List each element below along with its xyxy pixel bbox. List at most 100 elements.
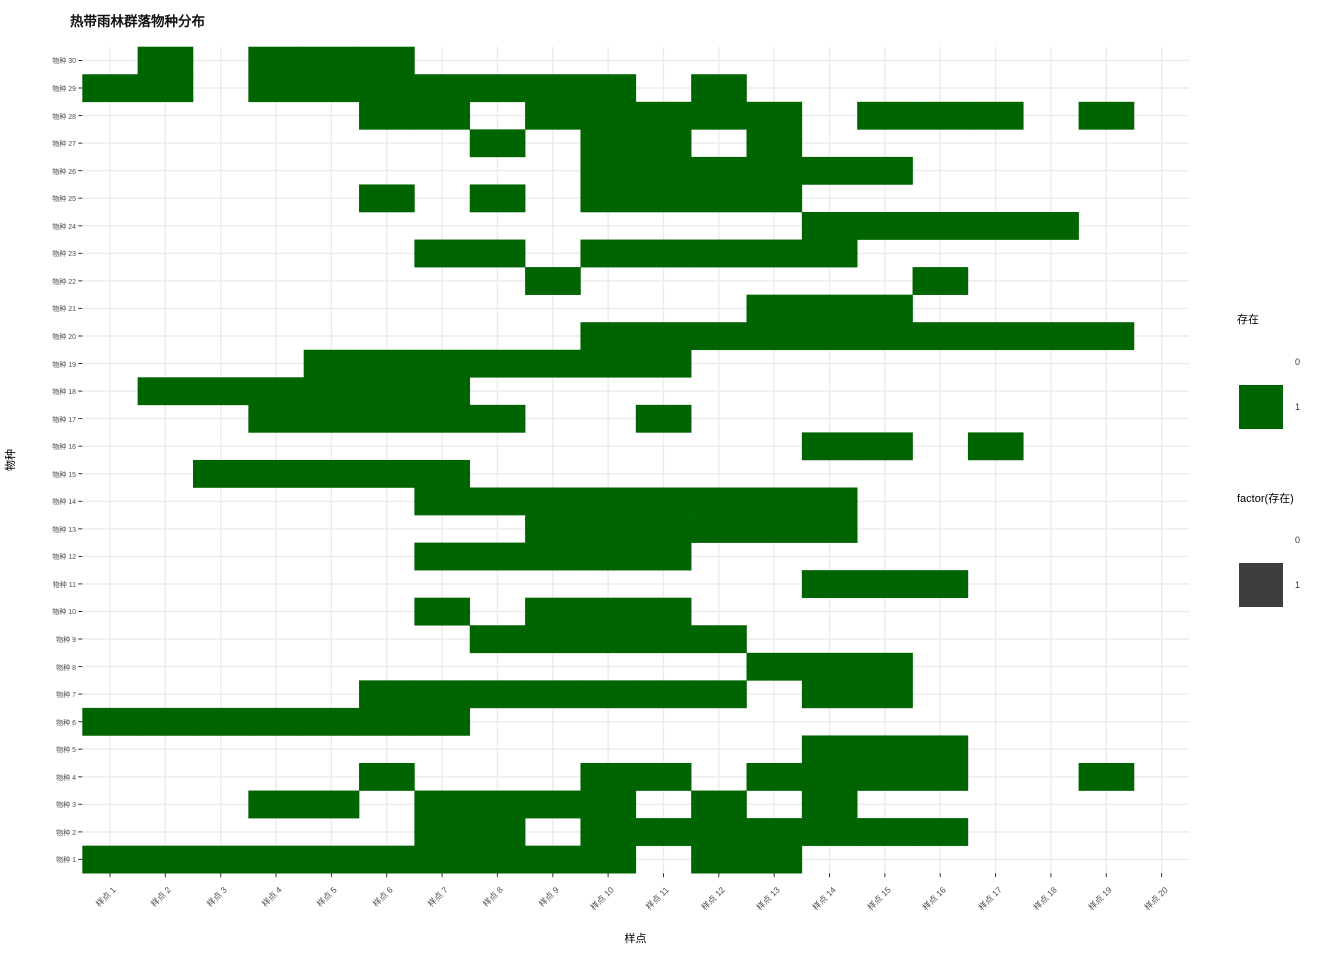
legend-factor-label-0: 0 (1295, 535, 1301, 545)
heatmap-tile (635, 763, 692, 791)
heatmap-tile (359, 377, 415, 406)
heatmap-tile (469, 239, 526, 268)
heatmap-tile (359, 184, 415, 213)
y-tick-label: 物种 3 (56, 802, 76, 810)
heatmap-tile (248, 46, 304, 75)
heatmap-tile (414, 487, 471, 516)
heatmap-tile (746, 239, 803, 268)
heatmap-tile (303, 349, 360, 378)
heatmap-tile (746, 515, 803, 543)
heatmap-tile (580, 515, 637, 543)
heatmap-tile (1078, 763, 1135, 791)
heatmap-tile (414, 74, 471, 103)
y-tick-label: 物种 22 (52, 278, 76, 286)
heatmap-tile (801, 239, 858, 268)
heatmap-tile (525, 680, 581, 709)
heatmap-tile (912, 212, 969, 240)
heatmap-tile (359, 707, 415, 736)
heatmap-tile (137, 74, 194, 103)
heatmap-tile (580, 349, 637, 378)
heatmap-tile (635, 349, 692, 378)
y-tick-label: 物种 28 (52, 113, 76, 121)
y-tick-label: 物种 20 (52, 333, 76, 341)
heatmap-tile (303, 845, 360, 874)
y-tick-label: 物种 10 (52, 609, 76, 617)
heatmap-tile (580, 680, 637, 709)
heatmap-tile (857, 322, 913, 351)
y-tick-label: 物种 26 (52, 168, 76, 176)
heatmap-tile (414, 101, 471, 130)
heatmap-tile (746, 845, 803, 874)
heatmap-tile (635, 404, 692, 433)
heatmap-tile (801, 156, 858, 185)
legend-factor-key-1 (1239, 563, 1283, 607)
heatmap-tile (801, 763, 858, 791)
heatmap-tile (912, 735, 969, 764)
heatmap-tile (469, 349, 526, 378)
heatmap-tile (1078, 101, 1135, 130)
heatmap-tile (691, 74, 747, 103)
legend-presence-title: 存在 (1237, 314, 1259, 326)
heatmap-tile (414, 239, 471, 268)
heatmap-tile (525, 349, 581, 378)
heatmap-tile (967, 432, 1024, 461)
heatmap-tile (359, 845, 415, 874)
heatmap-tile (469, 404, 526, 433)
heatmap-tile (580, 763, 637, 791)
heatmap-tile (414, 404, 471, 433)
y-tick-label: 物种 17 (52, 416, 76, 424)
heatmap-tile (359, 74, 415, 103)
heatmap-tile (414, 349, 471, 378)
y-tick-label: 物种 4 (56, 774, 76, 782)
heatmap-tile (635, 515, 692, 543)
heatmap-tile (691, 156, 747, 185)
heatmap-tile (857, 652, 913, 681)
heatmap-tile (580, 156, 637, 185)
heatmap-tile (414, 845, 471, 874)
y-tick-label: 物种 8 (56, 664, 76, 672)
x-axis-title: 样点 (624, 933, 647, 945)
heatmap-tile (746, 818, 803, 846)
heatmap-tile (580, 101, 637, 130)
heatmap-tile (303, 459, 360, 488)
heatmap-tile (801, 515, 858, 543)
heatmap-tile (801, 680, 858, 709)
heatmap-tile (746, 487, 803, 516)
heatmap-tile (469, 129, 526, 158)
heatmap-tile (414, 707, 471, 736)
heatmap-tile (525, 515, 581, 543)
heatmap-tile (857, 432, 913, 461)
heatmap-tile (414, 597, 471, 626)
heatmap-tile (857, 212, 913, 240)
heatmap-tile (691, 680, 747, 709)
heatmap-tile (248, 707, 304, 736)
heatmap-tile (248, 459, 304, 488)
heatmap-tile (580, 239, 637, 268)
heatmap-tile (635, 184, 692, 213)
y-tick-label: 物种 11 (52, 581, 76, 589)
heatmap-tile (525, 74, 581, 103)
heatmap-tile (912, 101, 969, 130)
heatmap-tile (691, 818, 747, 846)
heatmap-tile (580, 184, 637, 213)
heatmap-tile (912, 818, 969, 846)
heatmap-tile (359, 680, 415, 709)
y-tick-label: 物种 23 (52, 251, 76, 259)
heatmap-tile (303, 790, 360, 819)
y-tick-label: 物种 29 (52, 86, 76, 94)
y-tick-label: 物种 7 (56, 692, 76, 700)
heatmap-tile (857, 294, 913, 323)
heatmap-tile (912, 267, 969, 295)
y-axis-title: 物种 (5, 449, 17, 471)
heatmap-tile (912, 570, 969, 598)
heatmap-tile (469, 542, 526, 571)
heatmap-tile (912, 322, 969, 351)
heatmap-tile (691, 625, 747, 654)
heatmap-tile (801, 487, 858, 516)
heatmap-tile (580, 487, 637, 516)
heatmap-tile (525, 790, 581, 819)
heatmap-tile (635, 597, 692, 626)
heatmap-tile (635, 680, 692, 709)
heatmap-tile (801, 818, 858, 846)
